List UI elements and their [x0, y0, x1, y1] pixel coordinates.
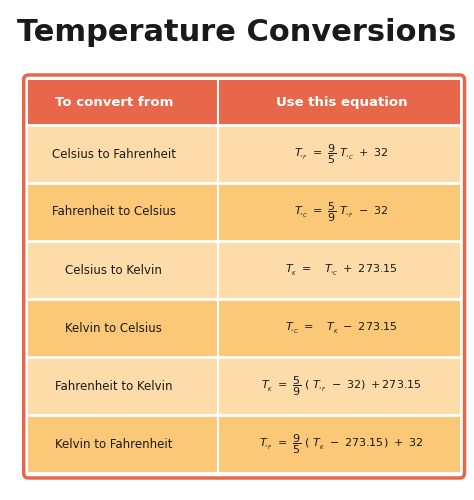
Text: $T_{_{\!°C}}\ =\quad T_{_K}\ -\ 273.15$: $T_{_{\!°C}}\ =\quad T_{_K}\ -\ 273.15$	[285, 320, 398, 336]
Text: $T_{_{\!°F}}\ =\ \dfrac{9}{5}\ (\ T_{_K}\ -\ 273.15)\ +\ 32$: $T_{_{\!°F}}\ =\ \dfrac{9}{5}\ (\ T_{_K}…	[259, 432, 423, 456]
Text: $T_{_K}\ =\quad T_{_{\!°C}}\ +\ 273.15$: $T_{_K}\ =\quad T_{_{\!°C}}\ +\ 273.15$	[285, 262, 398, 278]
Text: Kelvin to Celsius: Kelvin to Celsius	[65, 322, 162, 334]
Bar	[28, 415, 460, 473]
Bar	[28, 125, 460, 183]
Bar	[28, 241, 460, 299]
Bar	[28, 183, 460, 241]
Bar	[28, 299, 460, 357]
Text: Temperature Conversions: Temperature Conversions	[18, 18, 456, 47]
Text: Celsius to Fahrenheit: Celsius to Fahrenheit	[52, 148, 176, 160]
Text: Use this equation: Use this equation	[275, 96, 407, 109]
Text: $T_{_{\!°F}}\ =\ \dfrac{9}{5}\ T_{_{\!°C}}\ +\ 32$: $T_{_{\!°F}}\ =\ \dfrac{9}{5}\ T_{_{\!°C…	[294, 142, 388, 166]
Text: Fahrenheit to Celsius: Fahrenheit to Celsius	[52, 206, 176, 218]
Text: To convert from: To convert from	[55, 96, 173, 109]
Bar	[28, 357, 460, 415]
Text: Kelvin to Fahrenheit: Kelvin to Fahrenheit	[55, 438, 173, 450]
Text: Celsius to Kelvin: Celsius to Kelvin	[65, 264, 162, 276]
Bar	[28, 80, 460, 125]
Text: $T_{_K}\ =\ \dfrac{5}{9}\ (\ T_{_{\!°F}}\ -\ 32)\ +273.15$: $T_{_K}\ =\ \dfrac{5}{9}\ (\ T_{_{\!°F}}…	[261, 374, 422, 398]
Text: $T_{_{\!°C}}\ =\ \dfrac{5}{9}\ T_{_{\!°F}}\ -\ 32$: $T_{_{\!°C}}\ =\ \dfrac{5}{9}\ T_{_{\!°F…	[294, 200, 388, 224]
Text: Fahrenheit to Kelvin: Fahrenheit to Kelvin	[55, 380, 173, 392]
